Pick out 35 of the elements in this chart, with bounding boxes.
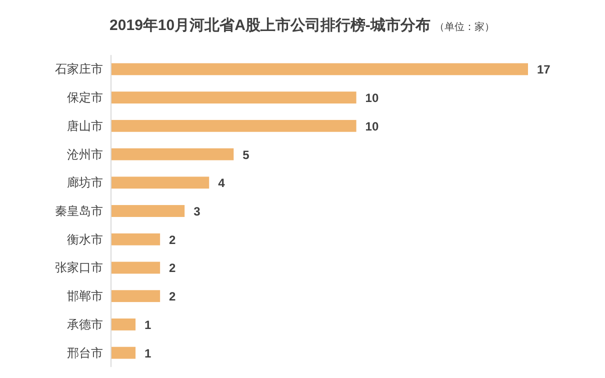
- data-label: 4: [218, 176, 226, 190]
- y-tick-label: 秦皇岛市: [55, 204, 103, 218]
- y-tick-label: 承德市: [67, 317, 103, 332]
- data-label: 3: [194, 204, 201, 218]
- y-tick-label: 衡水市: [67, 232, 103, 246]
- bar: [111, 176, 210, 189]
- bar: [111, 205, 185, 217]
- data-label: 5: [242, 148, 250, 162]
- bar: [111, 318, 136, 330]
- chart-title: 2019年10月河北省A股上市公司排行榜-城市分布: [110, 16, 430, 34]
- bar: [111, 120, 356, 132]
- data-label: 10: [365, 91, 379, 106]
- data-label: 17: [537, 62, 551, 77]
- y-tick-label: 邢台市: [67, 346, 103, 360]
- data-label: 1: [144, 346, 152, 360]
- data-label: 2: [169, 232, 176, 247]
- y-tick-label: 沧州市: [67, 147, 103, 162]
- data-label: 2: [169, 261, 176, 276]
- data-label: 2: [169, 290, 176, 304]
- y-tick-label: 邯郸市: [67, 289, 103, 304]
- y-tick-label: 保定市: [67, 90, 103, 105]
- bar: [111, 92, 356, 104]
- bar: [111, 346, 136, 359]
- bar: [111, 63, 528, 76]
- y-tick-label: 唐山市: [67, 118, 103, 133]
- bar: [111, 233, 160, 246]
- data-label: 10: [365, 119, 379, 134]
- bar: [111, 290, 160, 302]
- y-tick-label: 张家口市: [55, 260, 103, 275]
- y-tick-label: 廊坊市: [67, 176, 103, 190]
- chart-subtitle: （单位：家）: [434, 21, 494, 33]
- bar: [111, 262, 160, 274]
- bar: [111, 148, 234, 160]
- data-label: 1: [144, 318, 152, 332]
- y-tick-label: 石家庄市: [55, 62, 103, 76]
